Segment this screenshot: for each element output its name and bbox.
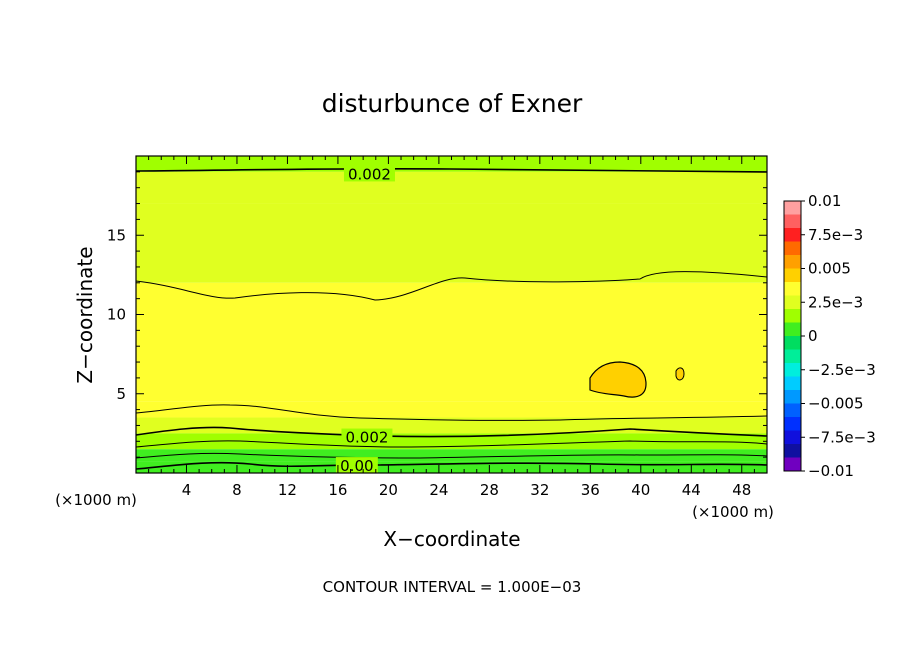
contour-line: [136, 452, 767, 459]
maximum-contour: [589, 361, 647, 398]
colorbar-swatch: [784, 430, 801, 444]
x-tick-label: 32: [530, 481, 549, 499]
colorbar-swatch: [784, 336, 801, 350]
contour-label-bg: [341, 428, 393, 445]
chart-title: disturbunce of Exner: [322, 89, 583, 118]
contour-band: [136, 449, 767, 462]
contour-band: [136, 401, 767, 418]
y-axis-label: Z−coordinate: [73, 246, 97, 383]
colorbar-swatch: [784, 390, 801, 404]
colorbar-swatch: [784, 255, 801, 269]
x-tick-label: 4: [182, 481, 192, 499]
colorbar-label: −0.005: [808, 395, 864, 413]
contour-band: [136, 282, 767, 402]
contour-label: 0.00: [340, 457, 373, 475]
colorbar-swatch: [784, 228, 801, 242]
colorbar-swatch: [784, 376, 801, 390]
contour-band: [136, 461, 767, 473]
contour-label: 0.002: [348, 165, 391, 183]
x-unit-right: (×1000 m): [692, 503, 774, 521]
plot-area: 0.002 0.002 0.00: [136, 156, 767, 475]
colorbar-swatch: [784, 295, 801, 309]
x-axis: 4 8 12 16 20 24 28 32 36 40 44 48: [148, 156, 755, 499]
x-tick-label: 16: [328, 481, 347, 499]
colorbar-label: 0: [808, 327, 818, 345]
x-unit-left: (×1000 m): [55, 491, 137, 509]
contour-labels: 0.002 0.002 0.00: [335, 165, 395, 475]
y-axis: 5 10 15: [107, 171, 767, 458]
colorbar-swatch: [784, 417, 801, 431]
small-maximum-contour: [675, 367, 685, 381]
colorbar-swatch: [784, 268, 801, 282]
colorbar-label: −2.5e−3: [808, 361, 876, 379]
filled-bands: [136, 156, 767, 473]
y-tick-label: 15: [107, 226, 126, 244]
x-tick-label: 24: [429, 481, 448, 499]
colorbar: 0.01 7.5e−3 0.005 2.5e−3 0 −2.5e−3 −0.005 −7.5e…: [783, 192, 876, 480]
colorbar-swatch: [784, 349, 801, 363]
colorbar-label: 2.5e−3: [808, 293, 863, 311]
colorbar-label: 0.005: [808, 260, 851, 278]
contour-band: [136, 156, 767, 172]
y-tick-label: 5: [116, 385, 126, 403]
x-tick-label: 44: [682, 481, 701, 499]
contour-label-bg: [343, 165, 395, 182]
contour-band: [136, 171, 767, 204]
contour-label: 0.002: [345, 429, 388, 447]
y-tick-label: 10: [107, 306, 126, 324]
colorbar-label: 7.5e−3: [808, 226, 863, 244]
colorbar-swatch: [784, 444, 801, 458]
contour-band: [136, 203, 767, 283]
x-tick-label: 28: [480, 481, 499, 499]
x-tick-label: 8: [232, 481, 242, 499]
contour-line: [136, 426, 767, 438]
colorbar-swatch: [784, 403, 801, 417]
contour-band: [136, 417, 767, 434]
colorbar-swatch: [784, 363, 801, 377]
contour-label-bg: [335, 457, 378, 473]
x-tick-label: 36: [581, 481, 600, 499]
colorbar-swatch: [784, 214, 801, 228]
colorbar-swatch: [784, 457, 801, 471]
colorbar-label: 0.01: [808, 192, 841, 210]
colorbar-swatch: [784, 309, 801, 323]
contour-interval-note: CONTOUR INTERVAL = 1.000E−03: [323, 578, 582, 596]
colorbar-label: −7.5e−3: [808, 428, 876, 446]
colorbar-label: −0.01: [808, 462, 854, 480]
contour-lines: [136, 167, 767, 470]
contour-line: [136, 440, 767, 448]
colorbar-swatch: [784, 201, 801, 215]
x-tick-label: 48: [732, 481, 751, 499]
colorbar-swatch: [784, 241, 801, 255]
contour-line: [136, 461, 767, 470]
colorbar-swatch: [784, 322, 801, 336]
colorbar-swatch: [784, 282, 801, 296]
contour-band: [136, 433, 767, 450]
contour-line: [136, 271, 767, 301]
x-tick-label: 40: [631, 481, 650, 499]
x-tick-label: 12: [278, 481, 297, 499]
x-axis-label: X−coordinate: [383, 527, 520, 551]
x-tick-label: 20: [379, 481, 398, 499]
contour-line: [136, 167, 767, 173]
contour-line: [136, 404, 767, 421]
